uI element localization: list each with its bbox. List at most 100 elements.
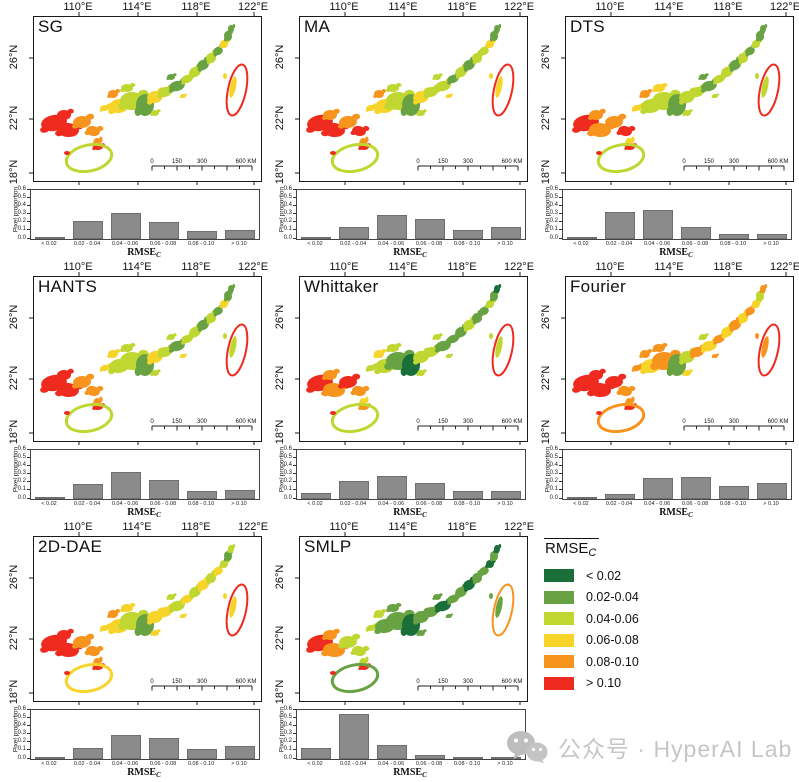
hist-plot bbox=[296, 449, 526, 500]
hist-bin-label: > 0.10 bbox=[497, 761, 513, 767]
hist-bin-label: 0.02 - 0.04 bbox=[605, 241, 633, 247]
lon-axis-label: 122°E bbox=[769, 261, 799, 273]
hist-bar bbox=[681, 227, 711, 239]
map-frame: 0 150 300 600 KM DTS bbox=[561, 12, 794, 185]
lon-axis-label: 110°E bbox=[595, 1, 625, 13]
hist-ytick-mark bbox=[559, 473, 562, 474]
hist-ytick-label: 0.4 bbox=[283, 461, 292, 468]
rmse-patch bbox=[146, 99, 153, 105]
rmse-patch bbox=[99, 109, 104, 112]
hist-bar bbox=[301, 748, 331, 759]
scalebar-label: 0 bbox=[682, 159, 686, 165]
lon-axis-label: 118°E bbox=[713, 261, 743, 273]
hist-ytick-mark bbox=[293, 481, 296, 483]
hist-bar bbox=[567, 497, 597, 499]
hist-ytick-mark bbox=[293, 733, 296, 734]
rmse-patch bbox=[705, 73, 709, 77]
hist-ytick-mark bbox=[559, 229, 562, 231]
rmse-patch bbox=[219, 304, 223, 308]
hist-ytick-label: 0.6 bbox=[17, 185, 26, 192]
hist-ytick-label: 0.1 bbox=[283, 746, 292, 753]
rmse-patch bbox=[647, 349, 652, 353]
lat-axis-label: 18°N bbox=[274, 419, 286, 445]
rmse-patch bbox=[71, 643, 79, 649]
scalebar-label: 600 KM bbox=[768, 159, 789, 165]
hist-bin-label: 0.02 - 0.04 bbox=[605, 501, 633, 507]
rmse-patch bbox=[479, 313, 484, 317]
rmse-patch bbox=[450, 613, 454, 616]
hist-bar bbox=[415, 755, 445, 759]
map-legend: RMSEC < 0.02 0.02-0.04 0.04-0.06 0.06-0.08 0… bbox=[544, 538, 639, 698]
rmse-patch bbox=[115, 609, 120, 613]
hist-ytick-label: 0.1 bbox=[549, 226, 558, 233]
rmse-patch bbox=[86, 645, 100, 657]
rmse-patch bbox=[435, 80, 451, 92]
scalebar-label: 600 KM bbox=[502, 159, 523, 165]
hist-bin-label: 0.04 - 0.06 bbox=[643, 241, 671, 247]
rmse-patch bbox=[386, 608, 391, 612]
hist-xlabel-base: RMSE bbox=[393, 247, 423, 258]
rmse-patch bbox=[107, 94, 111, 98]
rmse-patch bbox=[479, 306, 489, 316]
rmse-patch bbox=[365, 396, 369, 403]
hist-ytick-mark bbox=[293, 724, 296, 726]
legend-title-overline: RMSEC bbox=[544, 538, 600, 559]
rmse-patch bbox=[759, 289, 762, 293]
rmse-patch bbox=[498, 544, 502, 548]
rmse-patch bbox=[450, 93, 454, 96]
hist-bar bbox=[35, 757, 65, 759]
hist-ytick-label: 0.2 bbox=[549, 218, 558, 225]
hist-bar bbox=[377, 475, 407, 499]
rmse-patch bbox=[432, 597, 436, 600]
rmse-patch bbox=[373, 94, 377, 98]
hist-xlabel-subscript: C bbox=[688, 251, 693, 259]
rmse-patch bbox=[463, 327, 469, 332]
scalebar-label: 0 bbox=[150, 419, 154, 425]
lat-axis-label: 22°N bbox=[540, 365, 552, 391]
rmse-patch bbox=[738, 320, 743, 325]
rmse-patch bbox=[587, 390, 595, 397]
rmse-patch bbox=[572, 126, 582, 133]
hist-bin-label: 0.06 - 0.08 bbox=[149, 501, 177, 507]
rmse-patch bbox=[751, 304, 755, 308]
hist-bar bbox=[757, 482, 787, 499]
legend-item: < 0.02 bbox=[544, 568, 639, 583]
rmse-patch bbox=[55, 390, 63, 397]
legend-title-subscript: C bbox=[588, 547, 597, 559]
lon-axis-label: 114°E bbox=[388, 261, 418, 273]
hist-ytick-mark bbox=[559, 204, 562, 206]
pixel-proportion-histogram: Pixel proportion 0.0 0.1 0.2 0.3 0.4 0.5 0.6 < 0… bbox=[0, 446, 266, 520]
rmse-patch bbox=[493, 29, 496, 33]
rmse-patch bbox=[629, 125, 636, 131]
rmse-patch bbox=[439, 73, 443, 77]
scalebar-label: 600 KM bbox=[236, 679, 257, 685]
taiwan-ring bbox=[225, 583, 249, 637]
taiwan-west-patch bbox=[229, 76, 237, 98]
taiwan-west-patch bbox=[495, 596, 503, 618]
map-frame: 0 150 300 600 KM MA bbox=[295, 12, 528, 185]
rmse-patch bbox=[55, 636, 61, 640]
rmse-patch bbox=[738, 60, 743, 65]
rmse-patch bbox=[386, 88, 391, 92]
rmse-patch bbox=[358, 407, 362, 410]
legend-item-label: < 0.02 bbox=[586, 568, 622, 583]
hist-ytick-label: 0.6 bbox=[549, 185, 558, 192]
rmse-patch bbox=[764, 284, 768, 288]
rmse-patch bbox=[423, 614, 429, 619]
rmse-patch bbox=[700, 348, 707, 353]
rmse-patch bbox=[365, 136, 369, 143]
rmse-patch bbox=[616, 130, 622, 135]
hist-ytick-mark bbox=[27, 237, 30, 239]
rmse-patch bbox=[435, 340, 451, 352]
rmse-patch bbox=[631, 369, 636, 372]
hist-bar bbox=[339, 713, 369, 759]
rmse-patch bbox=[472, 580, 477, 585]
rmse-patch bbox=[219, 44, 223, 48]
rmse-patch bbox=[107, 614, 111, 618]
hist-ytick-label: 0.3 bbox=[283, 470, 292, 476]
hist-bar bbox=[605, 212, 635, 239]
legend-title-text: RMSE bbox=[545, 540, 589, 557]
lat-axis-label: 26°N bbox=[8, 304, 20, 330]
rmse-patch bbox=[189, 74, 195, 79]
scalebar-label: 150 bbox=[438, 159, 449, 165]
